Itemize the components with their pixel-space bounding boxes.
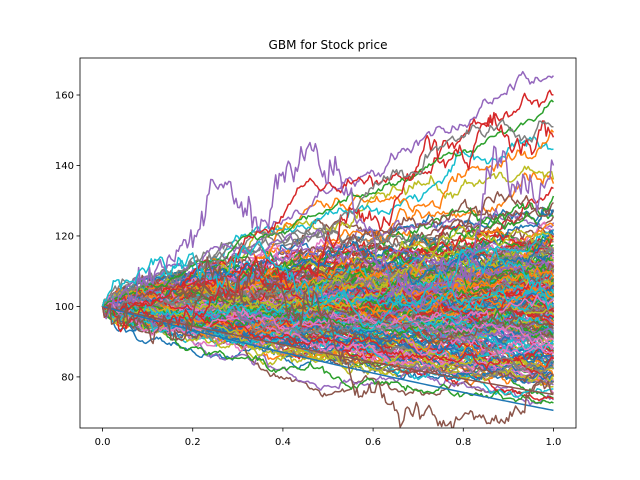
series-line-extreme bbox=[102, 99, 554, 308]
x-tick-label: 0.8 bbox=[455, 437, 471, 448]
plot-frame bbox=[79, 57, 577, 429]
series-layer bbox=[101, 70, 555, 428]
series-line-extreme bbox=[102, 305, 554, 412]
y-tick-label: 100 bbox=[55, 302, 74, 313]
y-tick-label: 120 bbox=[55, 231, 74, 242]
series-line bbox=[101, 232, 555, 308]
series-line bbox=[102, 301, 554, 378]
series-line bbox=[101, 297, 554, 359]
y-tick-label: 140 bbox=[55, 161, 74, 172]
series-line bbox=[101, 264, 555, 313]
chart-title: GBM for Stock price bbox=[269, 38, 388, 52]
series-line-extreme bbox=[102, 305, 554, 396]
series-line bbox=[101, 256, 555, 323]
series-line-extreme bbox=[101, 141, 555, 320]
series-line bbox=[102, 295, 555, 375]
series-line-extreme bbox=[101, 256, 554, 428]
series-line bbox=[101, 306, 554, 405]
series-line-extreme bbox=[101, 240, 555, 328]
x-tick-label: 0.2 bbox=[185, 437, 201, 448]
series-line-extreme bbox=[101, 119, 554, 307]
x-axis: 0.0 0.2 0.4 0.6 0.8 1.0 bbox=[95, 428, 562, 448]
x-tick-label: 0.0 bbox=[95, 437, 111, 448]
series-line bbox=[101, 224, 555, 307]
y-axis: 80 100 120 140 160 bbox=[55, 91, 80, 383]
series-line-extreme bbox=[101, 111, 555, 333]
y-tick-label: 160 bbox=[55, 91, 74, 102]
series-line bbox=[102, 295, 554, 375]
x-tick-label: 0.6 bbox=[365, 437, 381, 448]
x-tick-label: 1.0 bbox=[546, 437, 562, 448]
x-tick-label: 0.4 bbox=[275, 437, 291, 448]
y-tick-label: 80 bbox=[61, 372, 74, 383]
series-line bbox=[102, 303, 554, 383]
series-line bbox=[102, 135, 554, 308]
